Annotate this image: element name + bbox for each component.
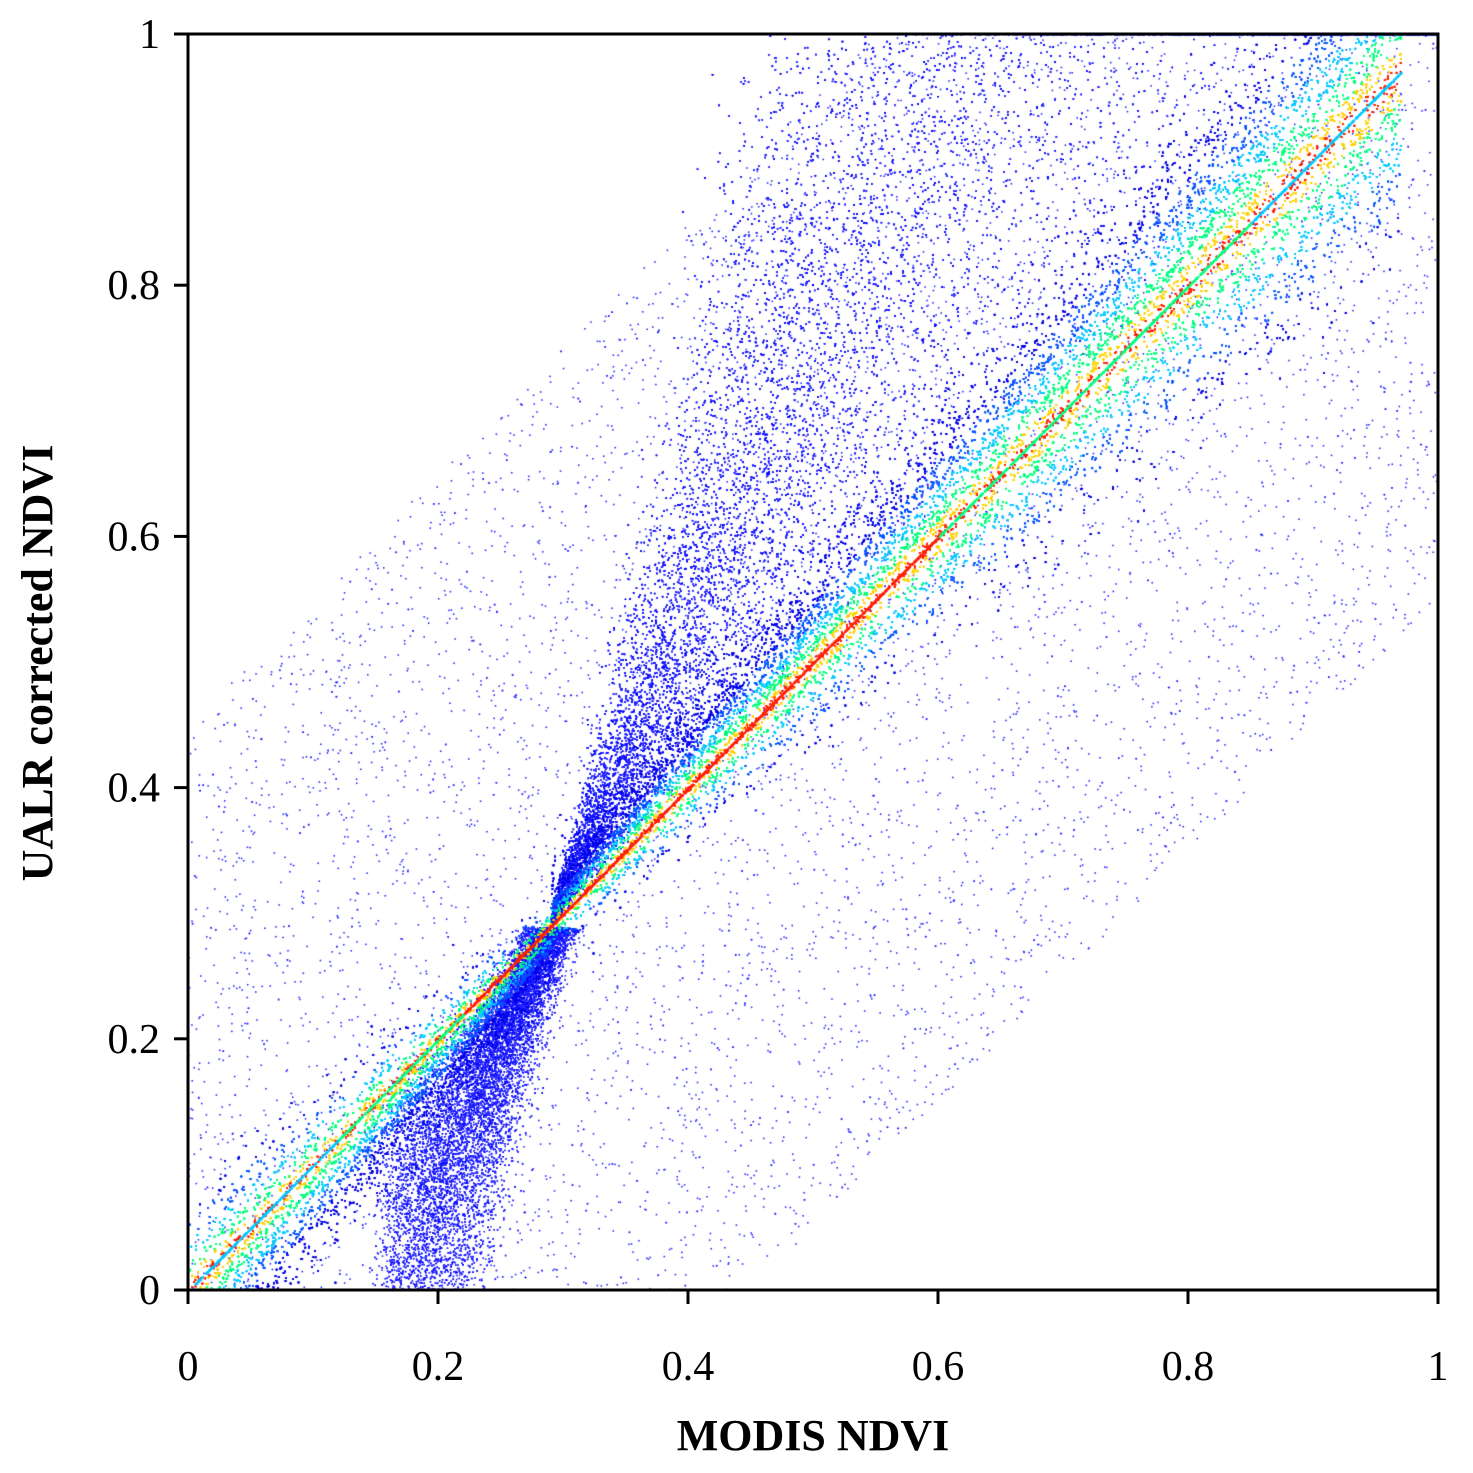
- data-point-s1-5: [812, 284, 814, 287]
- data-point-s1-9: [1187, 221, 1189, 224]
- data-point-s0-0: [212, 1263, 214, 1266]
- x-axis-title: MODIS NDVI: [677, 1411, 950, 1460]
- x-tick-label: 0.2: [412, 1344, 465, 1390]
- data-point-s1-4: [749, 409, 752, 412]
- y-tick-label: 0.4: [108, 766, 161, 812]
- y-tick-label: 0.2: [108, 1017, 161, 1063]
- data-point-s0-3: [549, 924, 552, 927]
- data-point-s1-1: [587, 723, 589, 726]
- data-point-s0-4: [687, 786, 689, 789]
- x-tick-label: 0: [178, 1344, 199, 1390]
- data-point-s0-5: [812, 661, 814, 663]
- data-point-s2-0: [537, 1037, 539, 1040]
- data-point-s0-1: [312, 1163, 314, 1166]
- x-tick-label: 0.6: [912, 1344, 965, 1390]
- x-tick-label: 0.8: [1162, 1344, 1215, 1390]
- y-tick-label: 0.8: [108, 263, 161, 309]
- data-point-s2-4: [462, 1263, 464, 1266]
- data-point-s0-8: [1187, 284, 1189, 287]
- y-tick-label: 0: [139, 1268, 160, 1314]
- data-point-s0-9: [1312, 158, 1314, 161]
- data-point-s2-3: [487, 1226, 489, 1229]
- x-tick-label: 0.4: [662, 1344, 715, 1390]
- data-point-s0-7: [1062, 409, 1064, 412]
- y-axis-title: UALR corrected NDVI: [13, 445, 62, 882]
- x-tick-label: 1: [1428, 1344, 1449, 1390]
- data-point-s1-0: [562, 849, 564, 852]
- data-point-s0-10: [1399, 70, 1402, 73]
- data-point-s1-6: [874, 158, 877, 161]
- data-point-s1-3: [687, 535, 689, 538]
- data-point-s2-5: [524, 1276, 527, 1279]
- data-point-s2-2: [499, 1163, 502, 1166]
- data-point-s0-2: [437, 1037, 439, 1040]
- axes: 0 0.2 0.4 0.6 0.8 1 0 0.2 0.4 0.6 0.8 1: [108, 12, 1449, 1390]
- data-point-s2-1: [512, 1100, 514, 1103]
- y-tick-label: 1: [139, 12, 160, 58]
- scatter-points: [188, 34, 1438, 1290]
- data-point-s1-2: [624, 598, 627, 601]
- data-point-s1-7: [937, 95, 939, 98]
- data-point-s0-6: [937, 535, 939, 538]
- y-tick-label: 0.6: [108, 514, 161, 560]
- data-point-s1-8: [1062, 158, 1064, 161]
- plot-frame: [186, 32, 1440, 1292]
